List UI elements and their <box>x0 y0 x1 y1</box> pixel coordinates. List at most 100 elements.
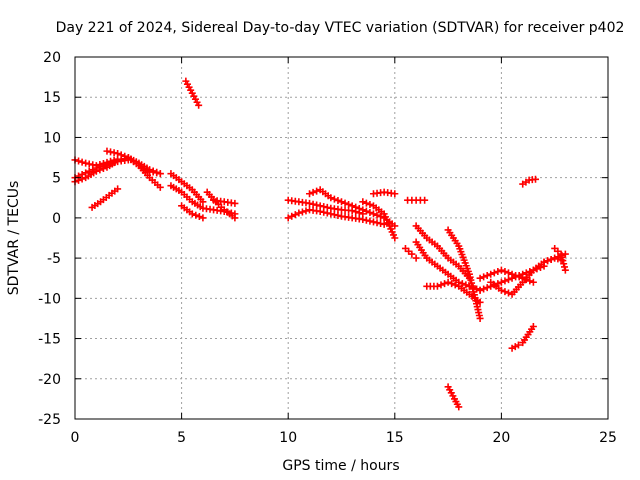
data-point-interp <box>561 263 569 271</box>
data-point <box>359 206 367 214</box>
data-point-interp <box>149 167 157 175</box>
y-tick-label: -25 <box>38 412 61 428</box>
data-points <box>71 77 569 411</box>
data-point-interp <box>362 216 370 224</box>
data-point-interp <box>366 209 374 217</box>
y-axis-label: SDTVAR / TECUs <box>6 181 22 296</box>
data-point <box>114 185 122 193</box>
data-point <box>455 403 463 411</box>
y-tick-label: 0 <box>52 211 61 227</box>
data-point-interp <box>75 157 83 165</box>
y-tick-labels: -25 -20 -15 -10 -5 0 5 10 15 20 <box>38 50 61 428</box>
data-point-interp <box>195 213 203 221</box>
x-tick-label: 20 <box>492 430 510 446</box>
data-point <box>421 196 429 204</box>
data-point <box>514 341 522 349</box>
data-point <box>199 214 207 222</box>
grid-lines <box>75 57 608 419</box>
data-point <box>532 175 540 183</box>
data-point-interp <box>334 196 342 204</box>
series-arc-17 <box>369 188 399 198</box>
data-point <box>359 198 367 206</box>
data-point-interp <box>473 285 481 293</box>
data-point-interp <box>558 253 566 261</box>
data-point-interp <box>448 280 456 288</box>
data-point <box>146 166 154 174</box>
data-point-interp <box>323 209 331 217</box>
data-point <box>476 274 484 282</box>
series-arc-07 <box>182 77 203 109</box>
data-point-interp <box>505 276 513 284</box>
data-point <box>327 210 335 218</box>
data-point <box>408 250 416 258</box>
x-tick-label: 5 <box>177 430 186 446</box>
data-point-interp <box>309 200 317 208</box>
data-point <box>433 282 441 290</box>
data-point-interp <box>373 211 381 219</box>
series-arc-10 <box>178 202 207 222</box>
data-point-interp <box>309 188 317 196</box>
data-point <box>284 214 292 222</box>
data-point <box>114 150 122 158</box>
data-point <box>476 314 484 322</box>
data-point-interp <box>505 269 513 277</box>
x-tick-label: 15 <box>386 430 404 446</box>
x-tick-label: 0 <box>71 430 80 446</box>
x-axis-label: GPS time / hours <box>282 458 399 474</box>
data-point-interp <box>366 200 374 208</box>
data-point-interp <box>362 207 370 215</box>
data-point <box>156 183 164 191</box>
data-point <box>487 270 495 278</box>
data-point-interp <box>110 149 118 157</box>
series-arc-27 <box>540 254 565 266</box>
series-arc-30 <box>519 175 540 188</box>
data-point <box>306 199 314 207</box>
data-point-interp <box>483 284 491 292</box>
data-point-interp <box>302 207 310 215</box>
data-point-interp <box>458 280 466 288</box>
data-point-interp <box>352 203 360 211</box>
data-point <box>465 282 473 290</box>
data-point-interp <box>501 277 509 285</box>
data-point-interp <box>469 284 477 292</box>
data-point <box>391 190 399 198</box>
data-point <box>497 286 505 294</box>
data-point <box>231 199 239 207</box>
data-point <box>199 198 207 206</box>
data-point <box>476 298 484 306</box>
data-point-interp <box>288 212 296 220</box>
data-point-interp <box>366 217 374 225</box>
data-point <box>156 170 164 178</box>
data-point-interp <box>89 166 97 174</box>
data-point-interp <box>345 200 353 208</box>
y-tick-label: -20 <box>38 372 61 388</box>
series-arc-16 <box>359 198 399 242</box>
data-point <box>306 190 314 198</box>
data-point-interp <box>377 220 385 228</box>
data-point <box>92 167 100 175</box>
data-point-interp <box>355 205 363 213</box>
data-point <box>188 210 196 218</box>
data-point <box>327 194 335 202</box>
data-point-interp <box>121 152 129 160</box>
data-point-interp <box>341 199 349 207</box>
data-point-interp <box>441 280 449 288</box>
data-point-interp <box>494 268 502 276</box>
x-tick-labels: 0 5 10 15 20 25 <box>71 430 617 446</box>
data-point-interp <box>320 208 328 216</box>
data-point <box>529 322 537 330</box>
series-arc-19 <box>401 244 420 262</box>
data-point-interp <box>560 260 568 268</box>
y-tick-label: -10 <box>38 291 61 307</box>
y-tick-label: -5 <box>47 251 61 267</box>
data-point-interp <box>117 151 125 159</box>
data-point-interp <box>107 148 115 156</box>
data-point <box>497 278 505 286</box>
data-point-interp <box>554 255 562 263</box>
data-point <box>103 147 111 155</box>
data-point <box>82 159 90 167</box>
data-point <box>348 202 356 210</box>
data-point-interp <box>483 272 491 280</box>
y-tick-label: -15 <box>38 332 61 348</box>
data-point-interp <box>85 160 93 168</box>
